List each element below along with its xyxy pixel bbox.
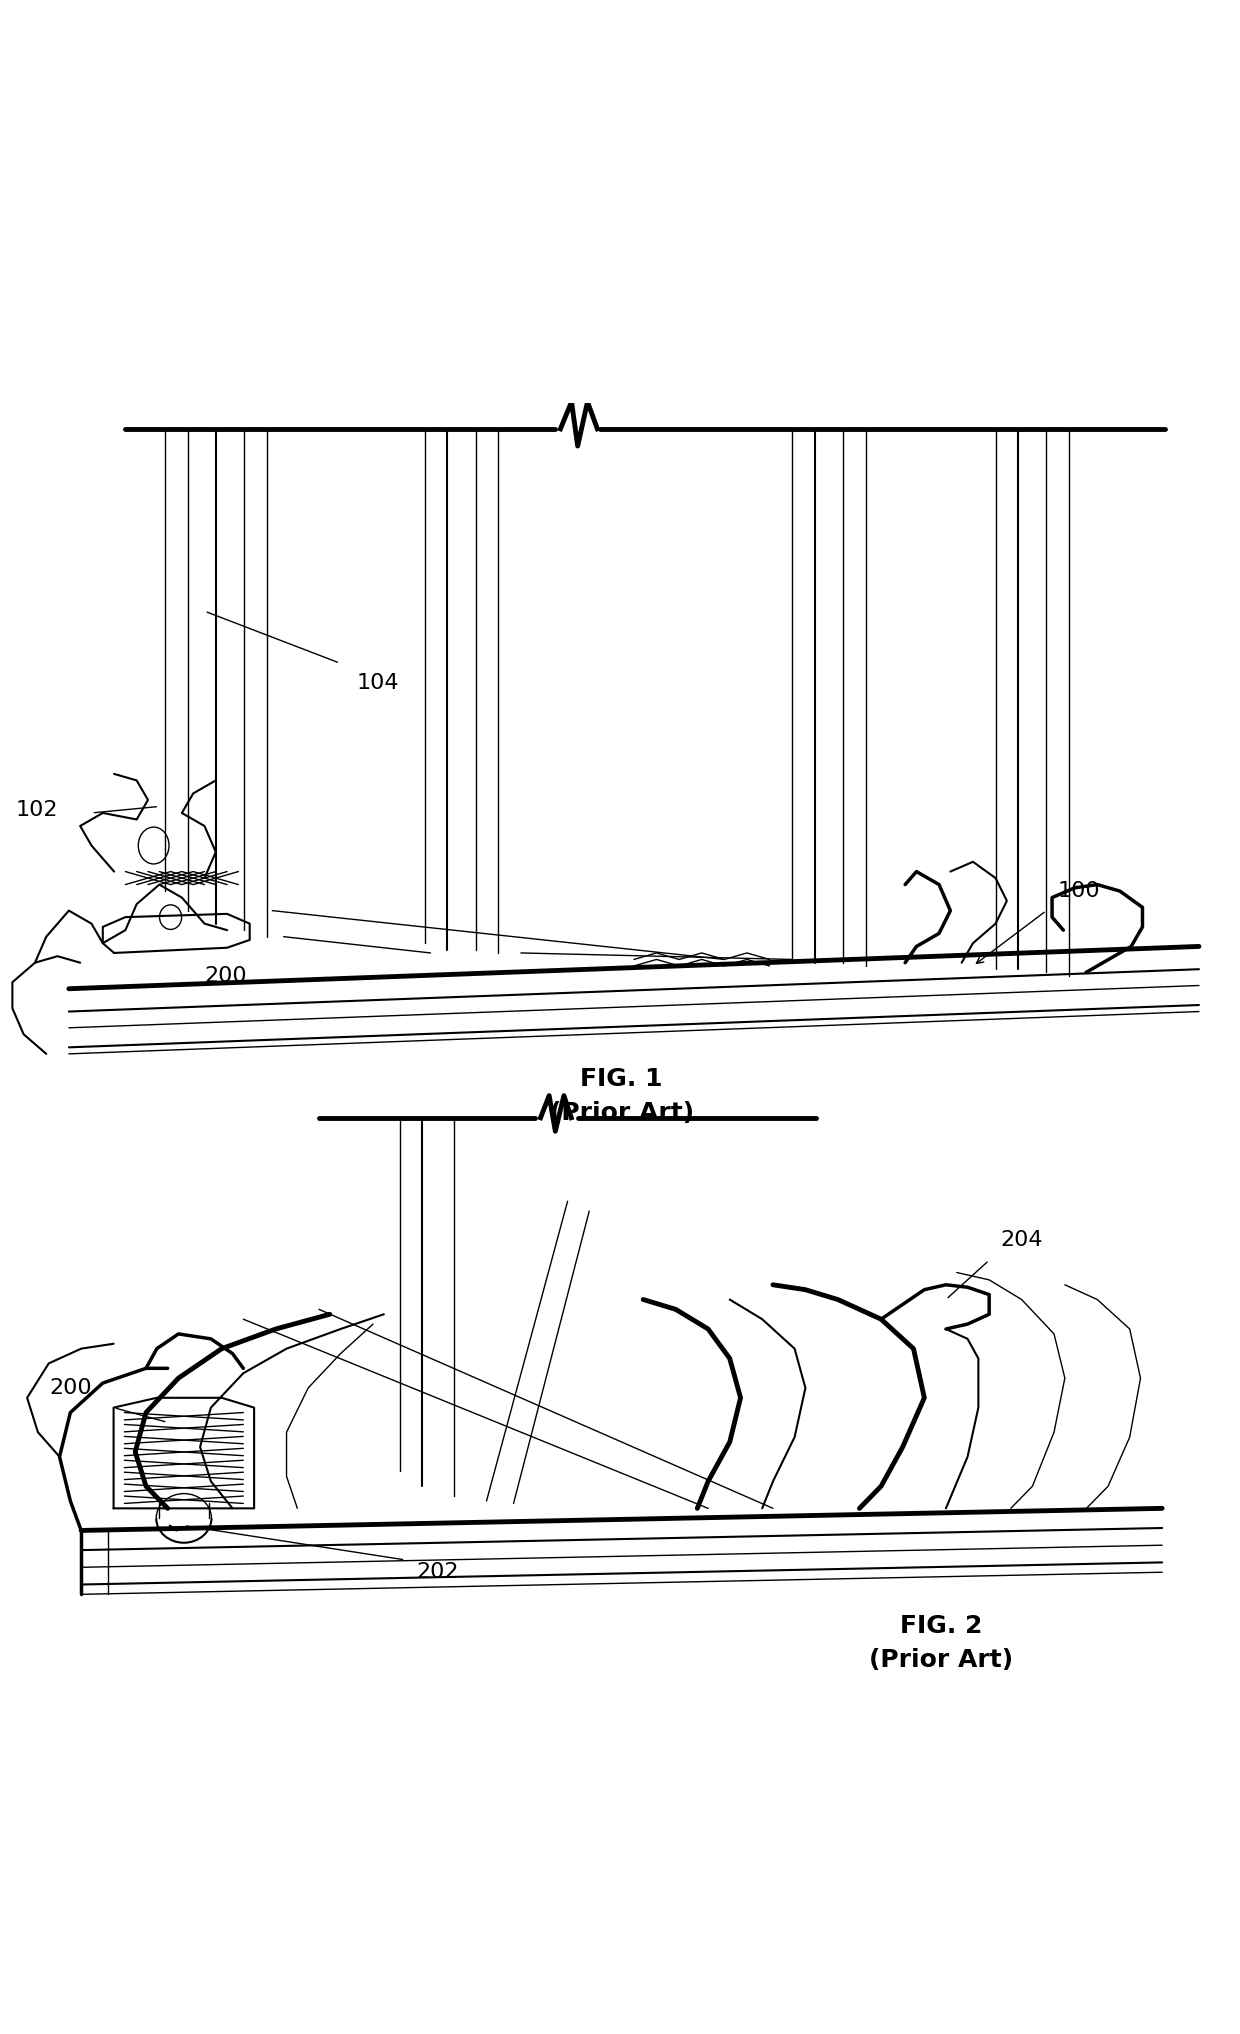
Text: 204: 204 (999, 1231, 1043, 1251)
Text: 200: 200 (50, 1377, 92, 1397)
Text: 104: 104 (357, 673, 399, 694)
Text: 202: 202 (417, 1562, 459, 1582)
Text: 102: 102 (15, 799, 57, 820)
Text: FIG. 2: FIG. 2 (900, 1615, 982, 1637)
Text: (Prior Art): (Prior Art) (869, 1648, 1013, 1672)
Text: 200: 200 (205, 966, 247, 986)
Text: (Prior Art): (Prior Art) (549, 1100, 693, 1125)
Text: 100: 100 (1058, 881, 1100, 901)
Text: FIG. 1: FIG. 1 (580, 1068, 663, 1090)
